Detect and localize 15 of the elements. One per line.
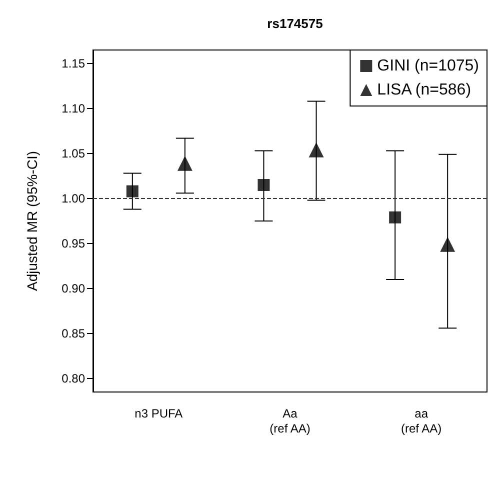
- y-tick-label: 1.10: [62, 102, 86, 116]
- y-tick-label: 0.85: [62, 326, 86, 340]
- chart-title: rs174575: [267, 16, 323, 31]
- y-tick-label: 0.80: [62, 372, 86, 386]
- y-tick-label: 1.15: [62, 56, 86, 70]
- y-tick-label: 1.00: [62, 192, 86, 206]
- x-tick-label: Aa (ref AA): [270, 406, 310, 436]
- y-tick-label: 0.90: [62, 282, 86, 296]
- y-axis-title: Adjusted MR (95%-CI): [24, 150, 40, 292]
- legend-label: LISA (n=586): [377, 82, 472, 98]
- y-tick-label: 0.95: [62, 236, 86, 250]
- y-tick-label: 1.05: [62, 146, 86, 160]
- legend-label: GINI (n=1075): [377, 58, 479, 74]
- x-tick-label: aa (ref AA): [400, 406, 442, 436]
- x-tick-label: n3 PUFA: [134, 406, 183, 420]
